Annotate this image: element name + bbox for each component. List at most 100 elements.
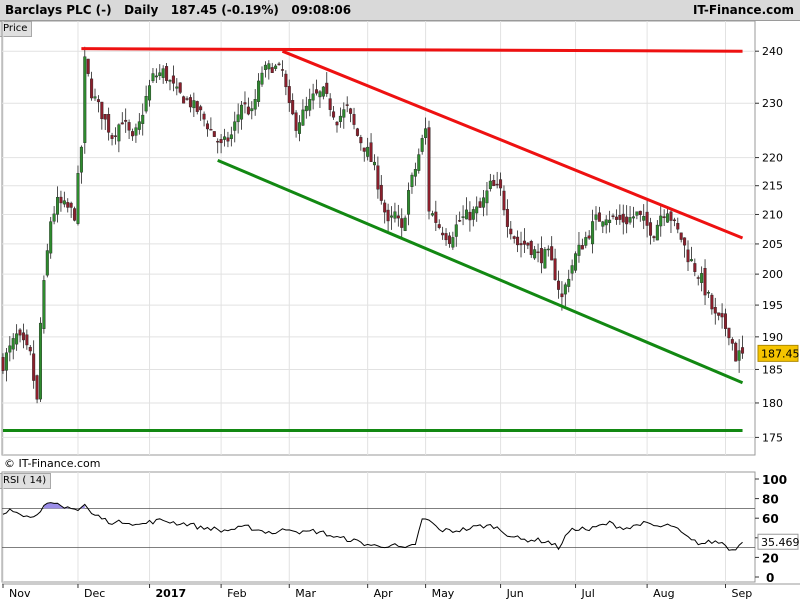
candle-body (311, 93, 315, 101)
candle-body (679, 232, 683, 240)
candle-body (90, 78, 94, 99)
candle-body (246, 106, 250, 115)
candle-body (335, 121, 339, 126)
candle-body (696, 277, 700, 279)
candle-body (352, 114, 356, 125)
candle-body (516, 236, 520, 246)
rsi-tick-label: 80 (762, 493, 779, 507)
candle-body (202, 113, 206, 120)
price-tick-label: 185 (762, 363, 783, 376)
candle-body (1, 357, 5, 371)
candle-body (451, 237, 455, 248)
candle-body (652, 236, 656, 239)
candle-body (332, 111, 336, 118)
candle-body (35, 375, 39, 400)
candle-body (45, 250, 49, 276)
candle-body (171, 75, 175, 84)
candle-body (154, 75, 158, 78)
candle-body (420, 138, 424, 152)
candle-body (144, 96, 148, 112)
candle-body (59, 196, 63, 204)
candle-body (737, 350, 741, 361)
last-price-flag (757, 344, 799, 362)
rsi-line (2, 502, 743, 551)
candle-body (672, 219, 676, 222)
candle-body (730, 339, 734, 344)
candle-body (393, 211, 397, 219)
candle-body (56, 197, 60, 215)
candle-body (277, 63, 281, 66)
price-tick-label: 220 (762, 152, 783, 165)
candle-body (434, 211, 438, 223)
rsi-panel-frame (1, 471, 756, 583)
candle-body (424, 128, 428, 138)
candle-body (280, 69, 284, 71)
candle-body (669, 211, 673, 221)
candle-body (611, 215, 615, 217)
price-tick-label: 195 (762, 299, 783, 312)
candle-body (284, 73, 288, 88)
price-tick-label: 175 (762, 431, 783, 444)
candle-body (73, 208, 77, 221)
price-tick-label: 210 (762, 208, 783, 221)
time-tick-label: 2017 (156, 587, 187, 600)
candle-body (536, 251, 540, 254)
candle-body (338, 115, 342, 122)
candle-body (49, 221, 53, 254)
candle-body (468, 211, 472, 221)
time-tick-label: Dec (84, 587, 105, 600)
trendline (281, 49, 744, 240)
candle-body (355, 128, 359, 136)
candle-body (563, 284, 567, 295)
candle-body (533, 249, 537, 259)
candle-body (192, 100, 196, 109)
candle-body (464, 209, 468, 220)
candle-body (182, 96, 186, 104)
candle-body (127, 122, 131, 131)
candle-body (328, 98, 332, 110)
candle-body (454, 224, 458, 237)
candle-body (689, 259, 693, 262)
candle-body (604, 219, 608, 226)
candle-body (240, 104, 244, 120)
candle-body (529, 241, 533, 255)
candle-body (587, 235, 591, 239)
candle-body (437, 224, 441, 228)
candle-body (8, 345, 12, 353)
candle-body (458, 220, 462, 222)
candle-body (219, 139, 223, 144)
candle-body (21, 332, 25, 341)
candle-body (539, 248, 543, 264)
brand-label: IT-Finance.com (692, 3, 794, 17)
candle-body (287, 86, 291, 103)
candle-body (349, 108, 353, 114)
price-tick-label: 240 (762, 45, 783, 58)
candle-body (257, 80, 261, 102)
candle-body (666, 213, 670, 223)
candle-body (502, 190, 506, 211)
candle-body (488, 180, 492, 189)
candle-body (321, 86, 325, 97)
candle-body (376, 165, 380, 190)
candle-body (243, 102, 247, 105)
candle-body (86, 58, 90, 74)
candle-body (260, 72, 264, 85)
candle-body (608, 219, 612, 223)
time-tick-label: May (432, 587, 455, 600)
time-tick-label: Jul (581, 587, 595, 600)
candle-body (475, 206, 479, 214)
time-tick-label: Feb (227, 587, 246, 600)
candles-group (1, 46, 745, 404)
candle-body (304, 105, 308, 112)
price-tick-label: 200 (762, 268, 783, 281)
price-tick-label: 190 (762, 331, 783, 344)
candle-body (407, 190, 411, 215)
candle-body (165, 66, 169, 81)
candle-body (175, 86, 179, 89)
candle-body (226, 137, 230, 142)
candle-body (185, 98, 189, 100)
candle-body (4, 352, 8, 371)
candle-body (188, 97, 192, 108)
candle-body (267, 63, 271, 70)
